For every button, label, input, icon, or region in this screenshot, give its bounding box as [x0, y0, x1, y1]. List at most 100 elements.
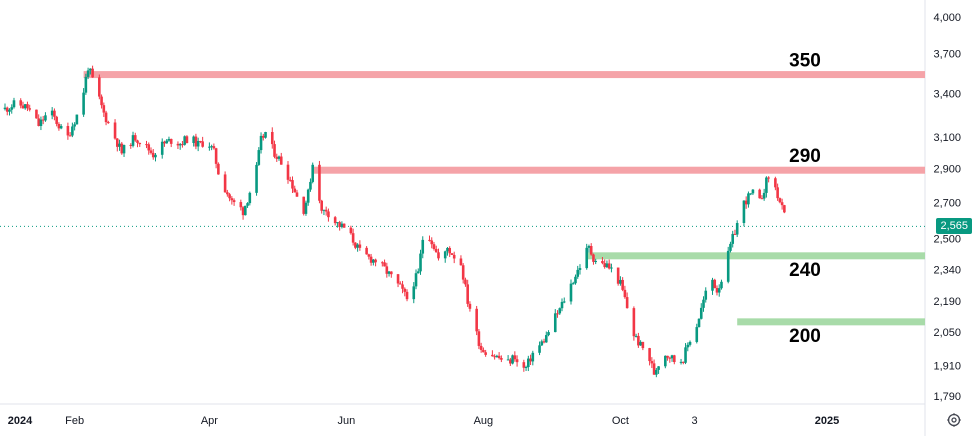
candle-body	[53, 110, 56, 117]
candle-body	[760, 198, 764, 200]
level-label-200: 200	[789, 326, 821, 347]
candle-body	[35, 109, 38, 119]
level-band-350	[83, 71, 926, 79]
candle-body	[655, 369, 658, 375]
candle-body	[71, 126, 74, 136]
candle-body	[589, 246, 593, 255]
candle-body	[383, 262, 386, 267]
candle-body	[59, 125, 63, 129]
x-tick-label: 3	[691, 415, 697, 427]
candle-body	[98, 77, 101, 97]
candle-body	[264, 131, 267, 138]
candle-body	[340, 223, 344, 228]
candle-body	[637, 335, 640, 346]
settings-icon[interactable]	[946, 412, 962, 428]
candle-body	[167, 138, 171, 141]
candle-body	[244, 205, 247, 216]
candle-body	[257, 150, 261, 165]
candle-body	[464, 279, 467, 285]
level-band-240	[586, 252, 925, 260]
candle-body	[390, 271, 393, 275]
candle-body	[82, 92, 85, 115]
candle-body	[273, 144, 276, 157]
candle-body	[349, 227, 353, 234]
candle-body	[558, 308, 562, 314]
candle-body	[57, 123, 61, 129]
candle-body	[279, 156, 283, 165]
candle-body	[713, 279, 717, 288]
candle-body	[351, 233, 355, 243]
candle-body	[560, 301, 564, 309]
candle-body	[529, 358, 532, 362]
candle-body	[12, 100, 16, 108]
candle-body	[19, 100, 23, 106]
candle-body	[295, 192, 299, 197]
candle-body	[169, 138, 173, 144]
candle-body	[84, 76, 88, 93]
candle-body	[270, 131, 274, 145]
candle-body	[23, 104, 27, 109]
candle-body	[163, 141, 166, 144]
candle-body	[259, 135, 263, 151]
y-tick-label: 4,000	[933, 12, 961, 24]
candle-body	[733, 233, 737, 235]
candle-body	[477, 331, 481, 346]
candle-body	[522, 362, 526, 368]
candle-body	[686, 344, 690, 348]
candle-body	[10, 107, 14, 110]
candle-body	[684, 347, 687, 363]
candle-body	[509, 359, 512, 364]
candle-body	[767, 177, 770, 179]
level-lines: 350 290 240 200	[83, 51, 926, 347]
candle-body	[515, 359, 519, 363]
candle-body	[129, 144, 133, 146]
level-label-240: 240	[789, 260, 821, 281]
candle-body	[396, 274, 400, 284]
candle-body	[511, 355, 514, 364]
candle-body	[556, 313, 559, 315]
candle-body	[28, 108, 32, 110]
candle-body	[208, 146, 211, 148]
candle-body	[562, 301, 566, 303]
level-band-200	[737, 318, 925, 326]
candle-body	[401, 284, 404, 289]
candle-body	[742, 200, 746, 223]
candle-body	[664, 355, 667, 367]
candle-body	[650, 361, 654, 364]
candle-body	[324, 209, 328, 212]
candle-body	[621, 279, 624, 290]
candle-body	[122, 144, 126, 154]
candle-body	[482, 349, 485, 353]
candle-body	[553, 313, 557, 333]
candle-body	[104, 112, 108, 123]
candle-body	[261, 135, 265, 138]
candle-body	[320, 200, 323, 211]
candle-body	[434, 249, 438, 253]
candle-body	[765, 177, 768, 193]
candle-body	[288, 179, 292, 181]
candle-body	[726, 250, 730, 282]
y-tick-label: 3,700	[933, 49, 961, 61]
candle-body	[39, 119, 43, 127]
candle-body	[107, 122, 110, 124]
candle-body	[711, 279, 714, 291]
candle-body	[176, 143, 180, 146]
candle-body	[41, 119, 45, 121]
candle-body	[544, 335, 548, 343]
candle-body	[138, 142, 142, 145]
candle-body	[495, 355, 499, 358]
candle-body	[147, 144, 151, 151]
candle-body	[547, 332, 550, 336]
candle-body	[196, 141, 200, 147]
candle-body	[136, 140, 139, 143]
candle-body	[358, 244, 362, 248]
candle-body	[634, 335, 638, 337]
candle-body	[212, 146, 216, 149]
candle-body	[44, 115, 47, 121]
candle-body	[704, 290, 708, 300]
y-tick-label: 2,900	[933, 164, 961, 176]
candle-body	[354, 242, 357, 248]
candle-body	[432, 244, 436, 250]
candle-body	[778, 198, 782, 203]
candle-body	[497, 355, 501, 359]
